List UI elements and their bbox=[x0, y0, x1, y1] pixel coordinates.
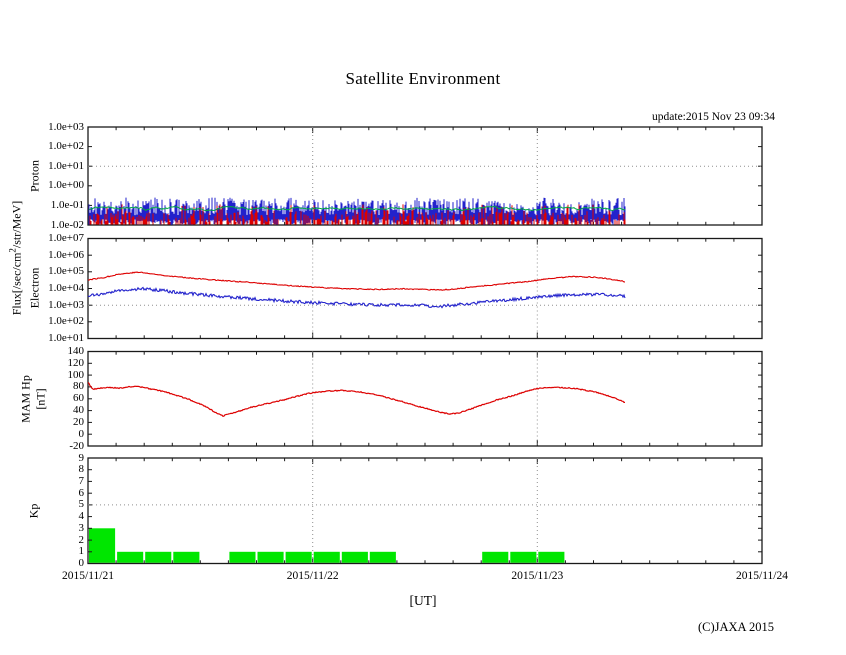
y-tick-label: 1.0e+02 bbox=[48, 140, 84, 153]
y-tick-label: 1.0e+05 bbox=[48, 265, 84, 278]
update-timestamp: update:2015 Nov 23 09:34 bbox=[652, 111, 775, 123]
copyright-text: (C)JAXA 2015 bbox=[697, 620, 774, 634]
kp-bar bbox=[369, 551, 396, 563]
kp-bar bbox=[89, 528, 116, 563]
kp-bar bbox=[145, 551, 172, 563]
y-tick-label: 1.0e+01 bbox=[48, 332, 84, 344]
kp-bar bbox=[117, 551, 144, 563]
mam-hp-series bbox=[87, 382, 625, 417]
proton-axis-label: Proton bbox=[27, 159, 42, 193]
y-tick-label: 4 bbox=[78, 510, 85, 523]
kp-bar bbox=[538, 551, 565, 563]
kp-bar bbox=[285, 551, 312, 563]
y-tick-label: 8 bbox=[78, 463, 85, 476]
x-date-label: 2015/11/22 bbox=[286, 570, 339, 582]
y-tick-label: 80 bbox=[73, 380, 84, 393]
y-tick-label: 1 bbox=[78, 545, 85, 558]
electron-high-series bbox=[87, 271, 625, 291]
x-date-label: 2015/11/24 bbox=[736, 570, 788, 582]
y-tick-label: 2 bbox=[78, 533, 85, 546]
y-tick-label: 1.0e+04 bbox=[48, 282, 84, 294]
y-tick-label: 1.0e+03 bbox=[48, 120, 84, 133]
y-tick-label: 1.0e+02 bbox=[48, 315, 84, 328]
y-tick-label: 1.0e+03 bbox=[48, 298, 84, 311]
y-tick-label: 40 bbox=[73, 404, 84, 417]
y-tick-label: 1.0e-02 bbox=[50, 218, 84, 231]
y-tick-label: 3 bbox=[78, 521, 85, 534]
x-axis-unit-label: [UT] bbox=[409, 593, 437, 608]
mam-hp-axis-label: MAM Hp bbox=[18, 375, 33, 423]
kp-bar bbox=[313, 551, 340, 563]
y-tick-label: 0 bbox=[78, 557, 85, 569]
x-date-label: 2015/11/23 bbox=[511, 570, 564, 582]
mam-hp-unit-label: [nT] bbox=[33, 388, 48, 410]
proton-mid-series bbox=[88, 205, 626, 212]
y-tick-label: 100 bbox=[67, 368, 85, 381]
kp-bar bbox=[173, 551, 200, 563]
kp-bar bbox=[229, 551, 256, 563]
y-tick-label: 60 bbox=[73, 392, 84, 405]
y-tick-label: 1.0e-01 bbox=[50, 198, 84, 211]
y-tick-label: 20 bbox=[73, 415, 84, 428]
y-tick-label: 7 bbox=[78, 474, 85, 487]
electron-low-series bbox=[87, 286, 626, 309]
y-tick-label: 1.0e+06 bbox=[48, 248, 84, 261]
y-tick-label: 6 bbox=[78, 486, 85, 499]
x-date-label: 2015/11/21 bbox=[62, 570, 114, 582]
y-tick-label: 1.0e+00 bbox=[48, 179, 84, 192]
y-tick-label: 140 bbox=[67, 345, 85, 357]
y-tick-label: 0 bbox=[78, 427, 85, 440]
y-tick-label: 1.0e+07 bbox=[48, 232, 84, 244]
kp-axis-label: Kp bbox=[26, 503, 41, 519]
page-title: Satellite Environment bbox=[345, 69, 501, 88]
y-tick-label: 9 bbox=[78, 451, 85, 464]
y-tick-label: 1.0e+01 bbox=[48, 159, 84, 172]
y-tick-label: 120 bbox=[67, 356, 85, 369]
kp-bar bbox=[257, 551, 284, 563]
kp-bar bbox=[510, 551, 537, 563]
flux-axis-label: Flux[/sec/cm2/str/MeV] bbox=[7, 200, 24, 316]
electron-axis-label: Electron bbox=[27, 267, 42, 309]
y-tick-label: -20 bbox=[69, 439, 84, 452]
y-tick-label: 5 bbox=[78, 498, 85, 511]
proton-spike-series bbox=[89, 204, 626, 225]
kp-bar bbox=[341, 551, 368, 563]
kp-bar bbox=[482, 551, 509, 563]
